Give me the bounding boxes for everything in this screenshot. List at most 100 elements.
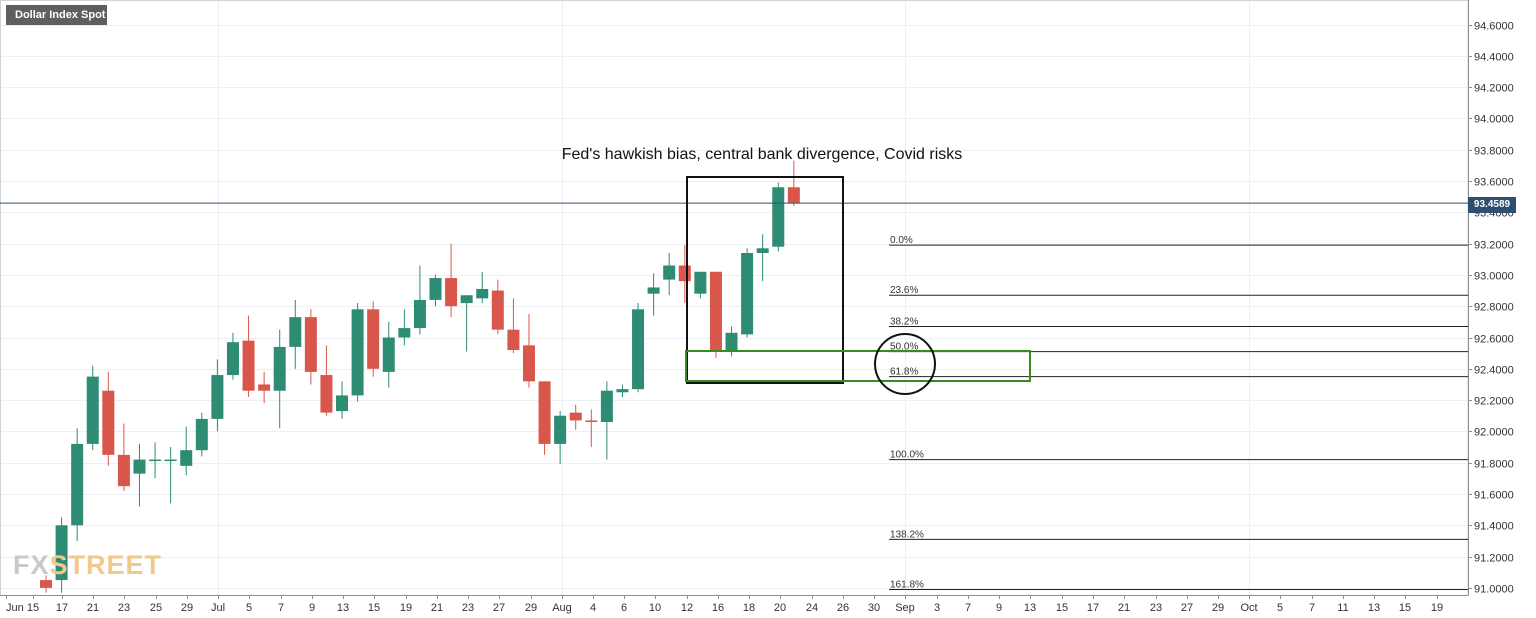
- x-tick-label: 9: [309, 602, 315, 614]
- x-tick-label: 27: [1181, 602, 1193, 614]
- watermark-part-1: FX: [13, 550, 50, 580]
- candle-body: [413, 299, 426, 329]
- x-tick-label: 23: [1150, 602, 1162, 614]
- candle-body: [55, 525, 68, 581]
- plot-area: [0, 0, 1469, 596]
- y-tick-label: 92.4000: [1474, 365, 1514, 377]
- last-price-badge: 93.4589: [1468, 197, 1516, 213]
- x-tick-label: 27: [493, 602, 505, 614]
- candle-body: [336, 395, 349, 412]
- x-tick-label: 25: [150, 602, 162, 614]
- x-tick-label: 15: [1056, 602, 1068, 614]
- candle-body: [554, 415, 567, 444]
- y-tick-label: 94.0000: [1474, 114, 1514, 126]
- x-tick-label: 9: [996, 602, 1002, 614]
- candle-body: [382, 337, 395, 372]
- x-tick-label: 13: [337, 602, 349, 614]
- x-tick-label: 16: [712, 602, 724, 614]
- x-tick-label: 15: [368, 602, 380, 614]
- x-tick-label: 3: [934, 602, 940, 614]
- candle-body: [398, 328, 411, 338]
- x-tick-label: 5: [1277, 602, 1283, 614]
- x-tick-label: 21: [1118, 602, 1130, 614]
- y-tick-label: 93.0000: [1474, 271, 1514, 283]
- candle-body: [149, 459, 162, 462]
- x-tick-label: 18: [743, 602, 755, 614]
- fib-level-label: 23.6%: [890, 285, 918, 296]
- headline-annotation: Fed's hawkish bias, central bank diverge…: [562, 146, 963, 163]
- candle-body: [507, 329, 520, 351]
- candle-body: [616, 389, 629, 393]
- candle-body: [195, 418, 208, 451]
- y-tick-label: 94.2000: [1474, 83, 1514, 95]
- candle-body: [569, 412, 582, 421]
- candle-body: [320, 375, 333, 413]
- candle-body: [647, 287, 660, 294]
- candle-body: [741, 252, 754, 335]
- y-tick-label: 93.8000: [1474, 146, 1514, 158]
- x-tick-label: 23: [118, 602, 130, 614]
- x-tick-label: 19: [400, 602, 412, 614]
- x-tick-label: 29: [525, 602, 537, 614]
- candle-body: [663, 265, 676, 280]
- x-tick-label: 20: [774, 602, 786, 614]
- x-tick-label: 7: [1309, 602, 1315, 614]
- y-tick-label: 91.0000: [1474, 584, 1514, 596]
- x-tick-label: 30: [868, 602, 880, 614]
- fib-level-label: 100.0%: [890, 450, 924, 461]
- fib-level-label: 138.2%: [890, 529, 924, 540]
- x-tick-label: Jun: [6, 602, 24, 614]
- x-tick-label: 21: [87, 602, 99, 614]
- fib-level-label: 61.8%: [890, 367, 918, 378]
- fib-circle-highlight: [874, 333, 936, 395]
- candle-body: [164, 459, 177, 462]
- candle-body: [538, 381, 551, 444]
- x-tick-label: 7: [965, 602, 971, 614]
- candle-body: [491, 290, 504, 330]
- y-tick-label: 93.2000: [1474, 240, 1514, 252]
- candle-body: [694, 271, 707, 294]
- candle-body: [476, 288, 489, 299]
- x-tick-label: 29: [1212, 602, 1224, 614]
- candle-body: [102, 390, 115, 455]
- candle-body: [211, 375, 224, 419]
- x-tick-label: Sep: [895, 602, 915, 614]
- x-tick-label: 29: [181, 602, 193, 614]
- candle-body: [133, 459, 146, 474]
- candle-body: [460, 295, 473, 304]
- candle-body: [117, 454, 130, 487]
- x-tick-label: 15: [27, 602, 39, 614]
- candle-body: [787, 187, 800, 203]
- candle-body: [678, 265, 691, 282]
- y-tick-label: 93.6000: [1474, 177, 1514, 189]
- x-tick-label: 21: [431, 602, 443, 614]
- y-tick-label: 94.4000: [1474, 52, 1514, 64]
- x-tick-label: Aug: [552, 602, 572, 614]
- candle-body: [180, 450, 193, 466]
- x-tick-label: 26: [837, 602, 849, 614]
- x-tick-label: 17: [56, 602, 68, 614]
- x-tick-label: Oct: [1240, 602, 1257, 614]
- symbol-title: Dollar Index Spot: [6, 5, 107, 25]
- x-tick-label: 23: [462, 602, 474, 614]
- candle-body: [273, 346, 286, 391]
- y-tick-label: 91.4000: [1474, 521, 1514, 533]
- candle-body: [226, 342, 239, 376]
- candle-body: [709, 271, 722, 351]
- x-tick-label: 12: [681, 602, 693, 614]
- candle-body: [632, 309, 645, 390]
- candle-body: [367, 309, 380, 369]
- x-tick-label: Jul: [211, 602, 225, 614]
- x-tick-label: 24: [806, 602, 818, 614]
- candle-body: [86, 376, 99, 444]
- candle-body: [304, 317, 317, 372]
- candle-body: [351, 309, 364, 396]
- y-tick-label: 94.6000: [1474, 21, 1514, 33]
- rally-highlight-box: [686, 176, 844, 384]
- x-tick-label: 6: [621, 602, 627, 614]
- y-tick-label: 92.8000: [1474, 302, 1514, 314]
- x-tick-label: 5: [246, 602, 252, 614]
- candle-body: [585, 420, 598, 423]
- x-tick-label: 13: [1024, 602, 1036, 614]
